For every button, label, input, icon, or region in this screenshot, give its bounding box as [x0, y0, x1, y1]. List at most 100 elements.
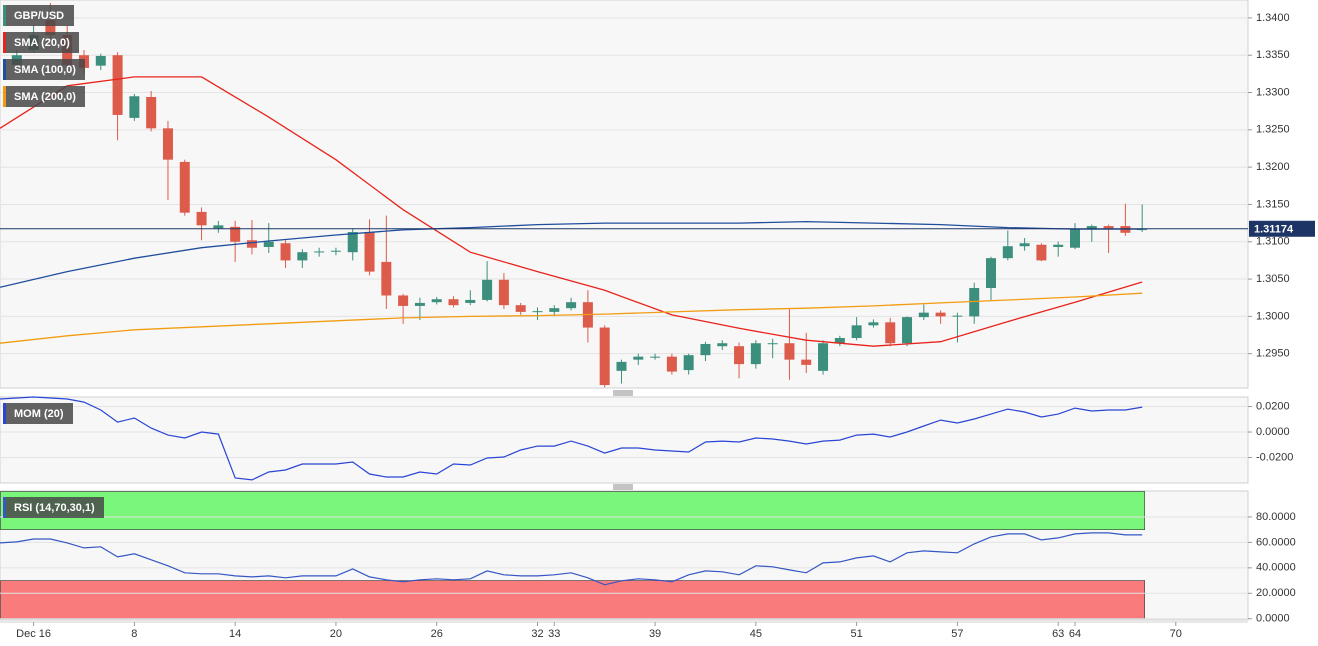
candle-body: [700, 343, 711, 356]
y-tick-label: 60.0000: [1256, 536, 1296, 548]
candle-body: [448, 299, 459, 306]
candle-body: [1019, 243, 1030, 247]
x-tick-label: 32: [531, 628, 543, 640]
candle-body: [364, 232, 375, 272]
candle-body: [129, 96, 140, 118]
candle-body: [196, 211, 207, 226]
legend-item: SMA (100,0): [3, 59, 85, 80]
legend-swatch: [3, 5, 6, 26]
x-tick-label: 63: [1052, 628, 1064, 640]
legend-swatch: [3, 32, 6, 53]
x-tick-label: Dec 16: [16, 628, 51, 640]
legend-label: SMA (200,0): [14, 91, 76, 103]
x-tick-label: 8: [131, 628, 137, 640]
candle-body: [683, 355, 694, 371]
candle-body: [935, 312, 946, 317]
y-tick-label: 1.3250: [1256, 124, 1290, 136]
candle-body: [465, 299, 476, 303]
mom-panel: [0, 396, 1249, 484]
y-tick-label: 20.0000: [1256, 587, 1296, 599]
candle-body: [1053, 244, 1064, 247]
candle-body: [381, 261, 392, 296]
panel-splitter[interactable]: [613, 390, 633, 490]
legend-item: RSI (14,70,30,1): [3, 497, 104, 518]
y-tick-label: 0.0200: [1256, 400, 1290, 412]
y-tick-label: 1.3000: [1256, 310, 1290, 322]
candle-body: [146, 97, 157, 129]
candle-body: [616, 361, 627, 371]
x-tick-label: 64: [1069, 628, 1081, 640]
candle-body: [549, 308, 560, 312]
candle-body: [952, 315, 963, 317]
x-tick-label: 20: [330, 628, 342, 640]
candle-body: [902, 317, 913, 344]
candle-body: [498, 279, 509, 306]
last-price-tag: [1249, 220, 1315, 237]
candle-body: [45, 20, 56, 36]
candle-body: [179, 161, 190, 213]
legend-swatch: [3, 403, 6, 424]
candle-body: [230, 226, 241, 242]
legend-box: [3, 497, 104, 518]
candle-body: [297, 252, 308, 261]
candle-body: [280, 243, 291, 261]
x-tick-label: 33: [548, 628, 560, 640]
legend-box: [3, 59, 85, 80]
candle-body: [414, 302, 425, 306]
candle-body: [1086, 226, 1097, 230]
legend-label: SMA (20,0): [14, 37, 70, 49]
legend-box: [3, 403, 73, 424]
x-tick-label: 26: [431, 628, 443, 640]
x-tick-label: 14: [229, 628, 241, 640]
main-panel: [0, 0, 1249, 389]
sma-line: [0, 292, 1143, 344]
y-tick-label: 1.3150: [1256, 198, 1290, 210]
sma-line: [0, 220, 1143, 288]
candle-body: [95, 55, 106, 66]
candle-body: [162, 128, 173, 160]
legend-swatch: [3, 86, 6, 107]
legend-label: SMA (100,0): [14, 64, 76, 76]
candle-body: [246, 240, 257, 248]
candle-body: [734, 346, 745, 365]
candle-body: [801, 359, 812, 365]
candle-body: [1103, 226, 1114, 229]
legend-item: SMA (20,0): [3, 32, 79, 53]
candle-body: [885, 322, 896, 344]
y-tick-label: 40.0000: [1256, 562, 1296, 574]
candle-body: [1069, 229, 1080, 248]
legend-item: MOM (20): [3, 403, 73, 424]
legend-box: [3, 32, 79, 53]
indicator-line: [0, 396, 1143, 481]
candle-body: [213, 225, 224, 229]
candle-body: [851, 325, 862, 339]
legend-label: RSI (14,70,30,1): [14, 502, 95, 514]
legend-item: GBP/USD: [3, 5, 74, 26]
candle-body: [112, 55, 123, 115]
x-tick-label: 39: [649, 628, 661, 640]
candle-body: [750, 343, 761, 365]
y-tick-label: 80.0000: [1256, 511, 1296, 523]
candle-body: [868, 322, 879, 326]
legend-box: [3, 5, 74, 26]
y-tick-label: 1.3100: [1256, 236, 1290, 248]
legend-label: MOM (20): [14, 408, 64, 420]
candle-body: [314, 251, 325, 253]
candle-body: [986, 258, 997, 289]
candle-body: [918, 312, 929, 318]
y-tick-label: 0.0000: [1256, 613, 1290, 625]
candle-body: [1002, 246, 1013, 259]
candle-body: [969, 288, 980, 317]
x-tick-label: 57: [951, 628, 963, 640]
legend-swatch: [3, 59, 6, 80]
candle-body: [1036, 244, 1047, 261]
x-tick-label: 70: [1170, 628, 1182, 640]
candle-body: [431, 299, 442, 303]
legend-item: SMA (200,0): [3, 86, 85, 107]
candle-body: [784, 343, 795, 360]
x-tick-label: 45: [750, 628, 762, 640]
candle-body: [263, 241, 274, 247]
candle-body: [566, 302, 577, 309]
